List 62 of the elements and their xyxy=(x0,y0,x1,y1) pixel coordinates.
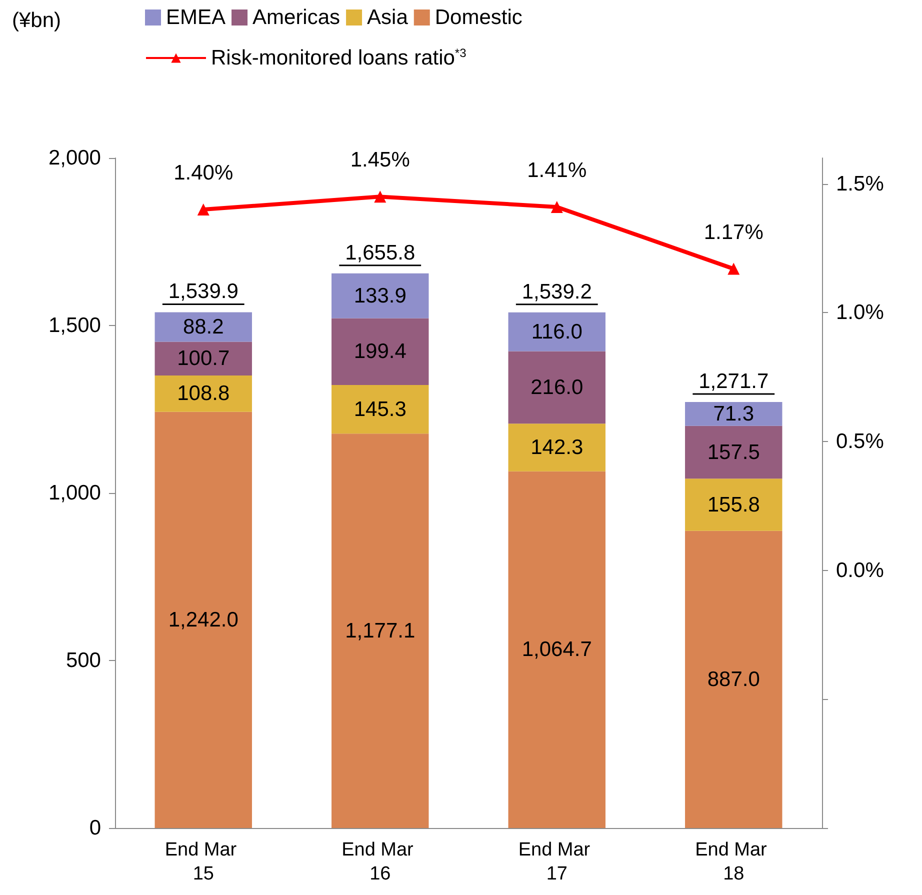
legend-label: Americas xyxy=(252,6,340,29)
y-tick-label: 1,500 xyxy=(48,314,101,337)
bar xyxy=(332,384,429,434)
y2-tick-label: 0.5% xyxy=(836,430,884,453)
bar xyxy=(685,402,782,426)
data-label: 216.0 xyxy=(530,376,584,399)
data-label: 88.2 xyxy=(182,315,224,338)
bar xyxy=(685,426,782,479)
y-tick-label: 1,000 xyxy=(48,482,101,504)
data-label: 145.3 xyxy=(354,398,406,421)
data-label: 199.4 xyxy=(354,340,407,364)
data-label: 887.0 xyxy=(707,668,760,691)
legend-label: Asia xyxy=(367,6,408,29)
data-label: 155.8 xyxy=(707,493,760,516)
legend-label: Domestic xyxy=(434,6,522,29)
data-label: 71.3 xyxy=(713,402,754,426)
bar xyxy=(154,312,252,342)
point xyxy=(197,204,210,216)
y2-tick-label: 0.0% xyxy=(836,558,884,582)
legend-label: EMEA xyxy=(166,6,226,29)
bar xyxy=(508,471,606,828)
point xyxy=(550,200,563,213)
total-label: 1,539.9 xyxy=(168,280,238,304)
bar xyxy=(154,412,252,828)
bar xyxy=(685,478,782,531)
total-label: 1,539.2 xyxy=(522,280,592,304)
point xyxy=(374,190,386,203)
data-label: 1,242.0 xyxy=(168,608,238,632)
data-label: 1.41% xyxy=(527,158,587,182)
data-label: 1.45% xyxy=(350,148,410,172)
y2-tick-label: 1.0% xyxy=(836,301,884,324)
x-tick-label: End Mar 15 xyxy=(164,840,242,884)
x-tick-label: End Mar 17 xyxy=(518,840,596,884)
point xyxy=(728,262,740,275)
bar xyxy=(332,434,429,828)
bar xyxy=(508,424,606,472)
data-label: 108.8 xyxy=(177,382,230,406)
y-tick-label: 0 xyxy=(89,816,101,840)
data-label: 116.0 xyxy=(531,320,582,344)
y2-tick-label: 1.5% xyxy=(836,172,884,196)
data-label: 1,064.7 xyxy=(522,638,592,662)
x-tick-label: End Mar 18 xyxy=(695,840,772,884)
total-label: 1,655.8 xyxy=(345,241,416,264)
data-label: 100.7 xyxy=(177,347,230,370)
y-tick-label: 500 xyxy=(66,649,101,672)
data-label: 1.40% xyxy=(174,162,234,185)
total-label: 1,271.7 xyxy=(698,370,769,394)
bar xyxy=(508,312,606,352)
x-tick-label: End Mar 16 xyxy=(342,840,419,884)
bar xyxy=(154,375,252,412)
bar xyxy=(332,273,429,318)
data-label: 1.17% xyxy=(704,220,764,244)
bar xyxy=(508,351,606,424)
data-label: 157.5 xyxy=(707,440,760,464)
bar xyxy=(154,342,252,376)
y-tick-label: 2,000 xyxy=(48,146,101,170)
data-label: 142.3 xyxy=(530,436,584,459)
data-label: 133.9 xyxy=(354,284,406,308)
bar xyxy=(685,530,782,828)
text: (¥bn) xyxy=(12,9,62,32)
bar xyxy=(332,318,429,385)
data-label: 1,177.1 xyxy=(345,619,416,642)
